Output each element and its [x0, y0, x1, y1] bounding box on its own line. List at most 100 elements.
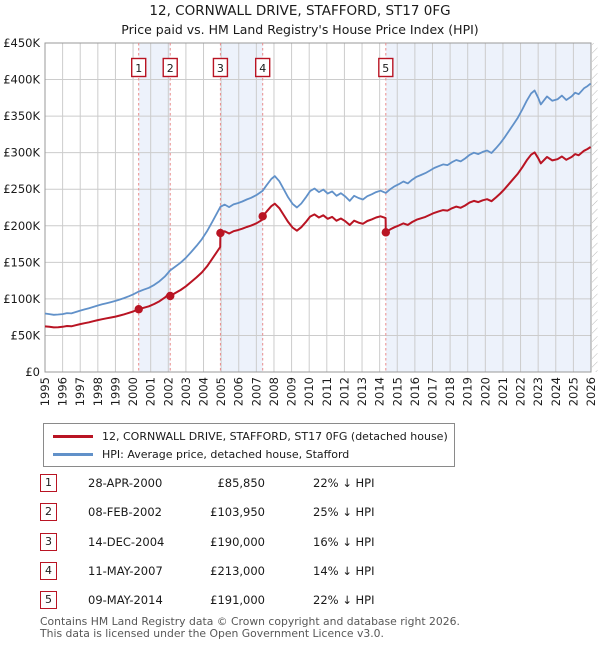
x-tick-label: 2024 [549, 377, 563, 406]
sale-vs-hpi: 22% ↓ HPI [313, 593, 375, 608]
sale-vs-hpi: 14% ↓ HPI [313, 563, 375, 578]
x-tick-label: 2006 [232, 377, 246, 406]
page-title: 12, CORNWALL DRIVE, STAFFORD, ST17 0FG [149, 3, 451, 19]
x-tick-label: 2000 [126, 377, 140, 406]
x-tick-label: 1995 [38, 377, 52, 406]
x-tick-label: 2018 [443, 377, 457, 406]
x-tick-label: 2014 [373, 377, 387, 406]
future-hatch-strip [592, 43, 598, 372]
x-tick-label: 2007 [249, 377, 263, 406]
x-tick-label: 2016 [408, 377, 422, 406]
sale-flag-number: 1 [135, 62, 142, 75]
legend-item-property: 12, CORNWALL DRIVE, STAFFORD, ST17 0FG (… [44, 427, 454, 445]
sale-flag-number: 3 [217, 62, 224, 75]
sale-marker [134, 305, 143, 314]
page-subtitle: Price paid vs. HM Land Registry's House … [121, 22, 479, 37]
ownership-band [138, 43, 171, 372]
sale-flag-box [254, 57, 271, 78]
x-tick-label: 2010 [302, 377, 316, 406]
sale-marker [258, 212, 267, 221]
sale-flag-box [378, 57, 394, 78]
x-tick-label: 1999 [108, 377, 122, 406]
x-tick-label: 1998 [91, 377, 105, 406]
sale-price: £85,850 [217, 476, 265, 490]
sale-number-badge: 1 [40, 474, 57, 492]
sale-date: 11-MAY-2007 [88, 563, 163, 578]
hpi-line [44, 82, 592, 316]
x-tick-label: 1997 [73, 377, 87, 406]
x-tick-label: 2003 [179, 377, 193, 406]
sale-flag-number: 5 [382, 62, 389, 75]
x-tick-label: 2015 [390, 377, 404, 406]
license-footer: Contains HM Land Registry data © Crown c… [40, 616, 460, 639]
sale-date: 08-FEB-2002 [88, 505, 162, 520]
ownership-bands [138, 43, 591, 372]
x-tick-label: 2005 [214, 377, 228, 406]
sale-number-badge: 5 [40, 591, 57, 610]
x-tick-label: 2004 [197, 377, 211, 406]
y-tick-label: £300K [3, 146, 40, 160]
x-tick-label: 1996 [56, 377, 70, 406]
x-tick-label: 2023 [531, 377, 545, 406]
sale-flag-box [131, 57, 147, 78]
y-tick-label: £400K [3, 73, 40, 87]
x-tick-label: 2026 [584, 377, 598, 406]
sale-number-badge: 2 [40, 503, 57, 522]
x-tick-label: 2012 [337, 377, 351, 406]
sale-row: 4 11-MAY-2007 £213,000 14% ↓ HPI [40, 557, 580, 586]
x-tick-label: 2002 [161, 377, 175, 406]
sale-flag-box [162, 57, 178, 78]
sale-vs-hpi: 22% ↓ HPI [313, 476, 375, 490]
y-tick-label: £450K [3, 36, 40, 50]
x-tick-label: 2008 [267, 377, 281, 406]
sale-date: 09-MAY-2014 [88, 593, 163, 608]
sale-marker [216, 228, 225, 238]
x-axis: 1995 1996 1997 1998 1999 2000 2001 2002 2003 2004… [38, 43, 598, 406]
y-tick-label: £250K [3, 182, 40, 196]
sale-flag-box [212, 57, 229, 78]
sale-flag-number: 4 [259, 62, 266, 75]
x-tick-label: 2009 [285, 377, 299, 406]
x-tick-label: 2022 [514, 377, 528, 406]
legend-label-property: 12, CORNWALL DRIVE, STAFFORD, ST17 0FG (… [102, 429, 448, 443]
sale-price: £190,000 [210, 534, 265, 549]
sale-number-badge: 3 [40, 532, 57, 551]
sale-marker [381, 228, 391, 237]
ownership-band [220, 43, 263, 372]
footer-line-2: This data is licensed under the Open Gov… [40, 626, 384, 640]
sales-table: 1 28-APR-2000 £85,850 22% ↓ HPI 2 08-FEB… [40, 469, 580, 615]
price-history-chart: £0 £50K £100K £150K £200K £250K £300K £350K £400… [3, 36, 598, 406]
x-tick-label: 2011 [320, 377, 334, 406]
y-tick-label: £0 [25, 365, 40, 379]
sale-vs-hpi: 16% ↓ HPI [313, 534, 375, 549]
y-tick-label: £200K [3, 219, 40, 233]
sale-number-badge: 4 [40, 561, 57, 580]
chart-legend: 12, CORNWALL DRIVE, STAFFORD, ST17 0FG (… [43, 423, 455, 467]
sale-vs-hpi: 25% ↓ HPI [313, 505, 375, 520]
sale-flags: 1 2 3 4 5 [131, 57, 394, 78]
legend-label-hpi: HPI: Average price, detached house, Staf… [102, 447, 350, 461]
sale-markers [134, 212, 391, 314]
sale-flag-number: 2 [167, 62, 174, 75]
sale-row: 5 09-MAY-2014 £191,000 22% ↓ HPI [40, 586, 580, 615]
hpi-line-swatch [53, 452, 93, 456]
sale-date: 28-APR-2000 [88, 476, 163, 490]
sale-row: 2 08-FEB-2002 £103,950 25% ↓ HPI [40, 498, 580, 527]
sale-date: 14-DEC-2004 [88, 534, 165, 549]
sale-price: £213,000 [210, 563, 265, 578]
sale-price: £103,950 [210, 505, 265, 520]
sale-marker [166, 291, 175, 301]
property-line-swatch [53, 434, 93, 438]
x-tick-label: 2013 [355, 377, 369, 406]
legend-item-hpi: HPI: Average price, detached house, Staf… [44, 445, 454, 463]
y-tick-label: £350K [3, 109, 40, 123]
y-tick-label: £50K [11, 328, 41, 342]
x-tick-label: 2017 [425, 377, 439, 406]
x-tick-label: 2021 [496, 377, 510, 406]
sale-row: 1 28-APR-2000 £85,850 22% ↓ HPI [40, 469, 580, 498]
sale-price: £191,000 [210, 593, 265, 608]
sale-row: 3 14-DEC-2004 £190,000 16% ↓ HPI [40, 528, 580, 557]
plot-border [44, 42, 592, 373]
x-tick-label: 2020 [478, 377, 492, 406]
